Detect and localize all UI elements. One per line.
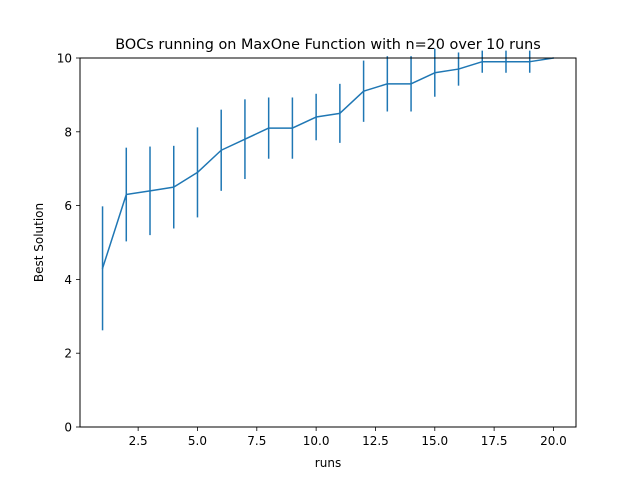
data-point	[291, 127, 294, 129]
chart-title: BOCs running on MaxOne Function with n=2…	[115, 37, 540, 53]
x-tick-label: 10.0	[303, 434, 330, 448]
series-layer	[101, 48, 555, 331]
data-point	[101, 267, 104, 270]
data-point	[505, 60, 507, 63]
x-tick-label: 12.5	[362, 434, 389, 448]
axes-frame	[79, 57, 577, 428]
x-tick-label: 17.5	[481, 434, 508, 448]
x-tick-label: 20.0	[540, 434, 567, 448]
y-tick-label: 0	[64, 421, 72, 435]
data-point	[172, 186, 175, 188]
series-line	[101, 57, 554, 269]
y-tick-label: 4	[64, 273, 72, 287]
x-tick-label: 5.0	[188, 434, 207, 448]
y-tick-label: 6	[64, 199, 72, 213]
data-point	[267, 127, 270, 129]
x-tick-label: 7.5	[247, 434, 266, 448]
x-axis-label: runs	[315, 456, 341, 470]
data-point	[149, 190, 151, 192]
data-point	[220, 149, 222, 151]
y-tick-label: 2	[64, 347, 72, 361]
x-axis: 2.5 5.0 7.5 10.0 12.5 15.0 17.5 20.0	[129, 427, 567, 448]
data-point	[125, 193, 128, 196]
data-point	[386, 83, 389, 85]
data-point	[196, 171, 199, 174]
data-point	[481, 60, 484, 63]
y-tick-label: 8	[64, 125, 72, 139]
y-axis: 0 2 4 6 8 10	[57, 52, 80, 435]
data-point	[434, 72, 436, 74]
data-point	[244, 138, 246, 140]
data-point	[339, 112, 341, 115]
data-point	[410, 83, 412, 85]
y-tick-label: 10	[57, 52, 72, 66]
y-axis-label: Best Solution	[32, 203, 46, 282]
data-point	[457, 68, 460, 70]
x-tick-label: 2.5	[129, 434, 148, 448]
x-tick-label: 15.0	[421, 434, 448, 448]
data-point	[362, 90, 365, 92]
data-point	[315, 116, 317, 118]
data-point	[528, 60, 531, 63]
plot-area	[79, 48, 577, 428]
